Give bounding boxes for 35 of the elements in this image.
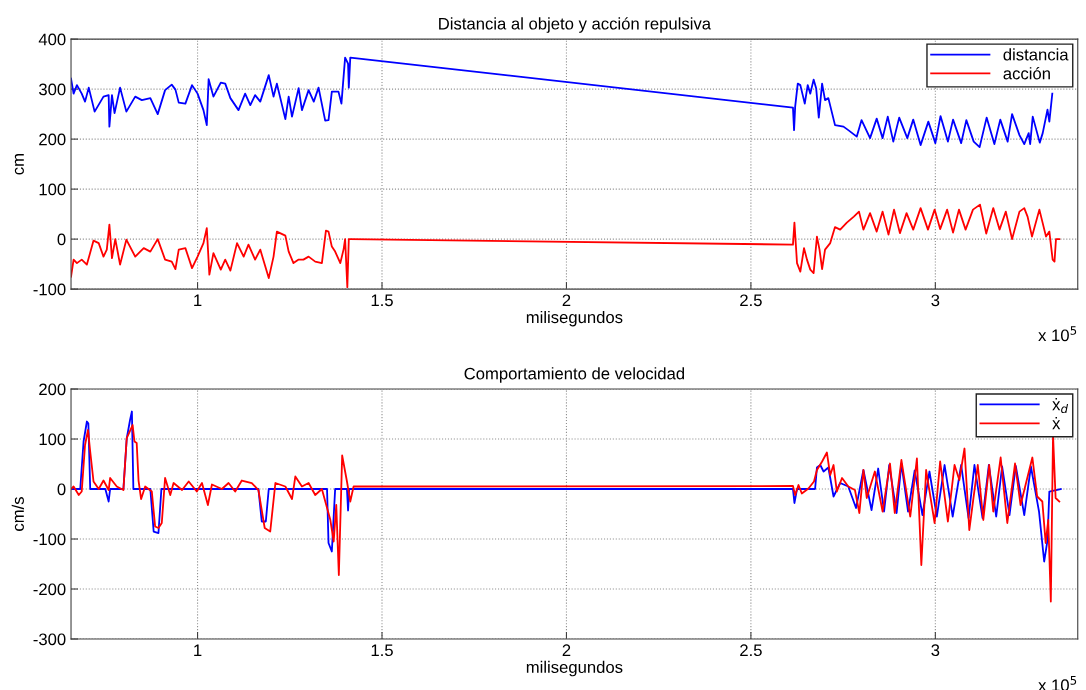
y-tick-label: 400 xyxy=(38,33,66,46)
x-tick-label: 3 xyxy=(931,644,940,657)
y-tick-label: -200 xyxy=(33,583,66,596)
chart-title: Distancia al objeto y acción repulsiva xyxy=(439,17,712,33)
y-tick-label: 300 xyxy=(38,83,66,96)
x-tick-label: 1.5 xyxy=(371,294,393,307)
y-tick-label: 200 xyxy=(39,133,66,146)
legend-label: distancia xyxy=(1003,48,1069,61)
y-tick-label: 0 xyxy=(57,233,66,246)
legend-label: acción xyxy=(1003,66,1050,80)
x-tick-label: 2.5 xyxy=(740,294,762,307)
y-axis-title: cm xyxy=(14,154,24,175)
x-axis-title: milisegundos xyxy=(526,310,623,327)
x-tick-label: 3 xyxy=(931,294,940,307)
line-series xyxy=(71,410,1062,563)
y-tick-label: 0 xyxy=(57,483,66,496)
y-tick-label: 100 xyxy=(39,433,66,446)
y-tick-label: -300 xyxy=(33,633,66,646)
legend-label: ẋ xyxy=(1052,417,1061,430)
x-axis-title: milisegundos xyxy=(526,660,623,677)
x-tick-label: 2.5 xyxy=(740,644,762,657)
y-tick-label: 200 xyxy=(39,383,66,396)
y-tick-label: -100 xyxy=(33,283,66,296)
line-series xyxy=(71,203,1061,289)
y-axis-title: cm/s xyxy=(11,497,24,531)
chart-title: Comportamiento de velocidad xyxy=(464,367,685,383)
x-tick-label: 1 xyxy=(194,294,202,307)
legend-label: ẋ$_{d}$ xyxy=(1052,398,1069,414)
x-tick-label: 1.5 xyxy=(371,644,393,657)
y-tick-label: 100 xyxy=(39,183,66,196)
x-tick-label: 1 xyxy=(194,644,202,656)
text: x 10$^{5}$ xyxy=(1038,326,1077,342)
x-tick-label: 2 xyxy=(562,644,571,656)
y-tick-label: -100 xyxy=(33,533,66,546)
x-tick-label: 2 xyxy=(562,294,571,307)
